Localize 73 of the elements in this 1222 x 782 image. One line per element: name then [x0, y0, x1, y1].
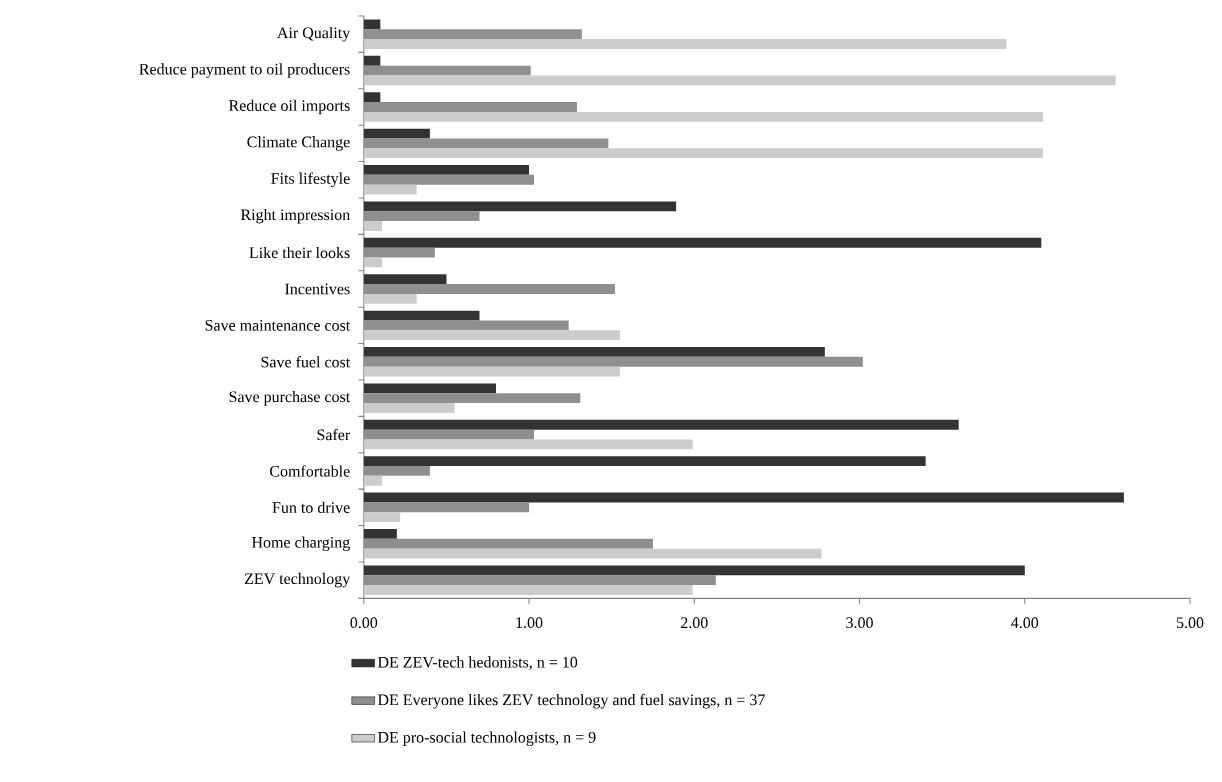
y-tick-label: Save purchase cost	[229, 390, 351, 406]
x-tick-label: 4.00	[1011, 617, 1039, 629]
bar	[363, 128, 430, 139]
bar	[363, 138, 609, 149]
bar	[363, 293, 417, 304]
y-tick-label: ZEV technology	[244, 572, 351, 588]
bar	[363, 237, 1042, 248]
bar	[363, 383, 496, 394]
bar	[363, 548, 822, 559]
bar	[363, 492, 1124, 503]
y-tick-label: Reduce payment to oil producers	[139, 63, 350, 78]
bar	[363, 393, 581, 403]
bar	[363, 65, 531, 76]
x-tick-label: 5.00	[1176, 617, 1204, 629]
bar	[363, 184, 417, 195]
bar	[363, 19, 381, 30]
bar	[363, 565, 1025, 576]
legend-label: DE ZEV-tech hedonists, n = 10	[377, 656, 578, 670]
bar	[363, 346, 825, 357]
legend-label: DE pro-social technologists, n = 9	[377, 731, 596, 746]
bar	[363, 220, 382, 231]
bar	[363, 148, 1043, 159]
bar	[363, 465, 430, 476]
bar	[363, 75, 1116, 86]
y-tick-label: Comfortable	[270, 465, 350, 477]
bar	[363, 456, 926, 466]
x-tick-label: 3.00	[846, 617, 873, 629]
x-tick-label: 2.00	[681, 617, 708, 629]
bar	[363, 584, 693, 595]
bar	[363, 247, 435, 258]
y-tick-label: Fun to drive	[272, 501, 350, 513]
bar	[363, 320, 569, 331]
bar	[363, 55, 381, 66]
y-tick-label: Climate Change	[247, 136, 350, 151]
bar	[363, 111, 1043, 122]
bar	[363, 575, 716, 585]
y-tick-label: Safer	[317, 428, 351, 441]
bar	[363, 201, 677, 212]
bar	[363, 29, 582, 39]
y-tick-label: Home charging	[251, 536, 350, 551]
y-tick-label: Save maintenance cost	[205, 319, 351, 331]
x-tick-label: 1.00	[516, 617, 543, 629]
bar	[363, 502, 530, 513]
bar	[363, 512, 401, 522]
legend-label: DE Everyone likes ZEV technology and fuel savings, n = 37	[377, 693, 765, 709]
bar	[363, 283, 615, 294]
y-tick-label: Right impression	[240, 208, 350, 224]
bar	[363, 475, 382, 486]
bar	[363, 439, 693, 450]
bar	[363, 330, 620, 340]
bar	[363, 39, 1007, 49]
y-tick-label: Incentives	[285, 283, 350, 295]
bar	[363, 211, 480, 221]
y-tick-label: Like their looks	[249, 246, 350, 259]
y-tick-label: Reduce oil imports	[228, 99, 350, 115]
bar	[363, 419, 959, 430]
y-tick-label: Fits lifestyle	[271, 172, 350, 188]
bar	[363, 538, 653, 549]
bar	[363, 528, 397, 539]
bar	[363, 274, 447, 284]
bar	[363, 402, 455, 413]
bar	[363, 92, 381, 102]
bar	[363, 310, 480, 321]
x-tick-label: 0.00	[350, 617, 378, 629]
bar	[363, 257, 382, 268]
y-tick-label: Save fuel cost	[261, 355, 351, 368]
bar	[363, 174, 535, 185]
bar	[363, 101, 577, 112]
bar	[363, 356, 863, 367]
bar	[363, 164, 530, 175]
bar	[363, 366, 620, 377]
bar	[363, 429, 535, 440]
y-tick-label: Air Quality	[277, 26, 351, 42]
